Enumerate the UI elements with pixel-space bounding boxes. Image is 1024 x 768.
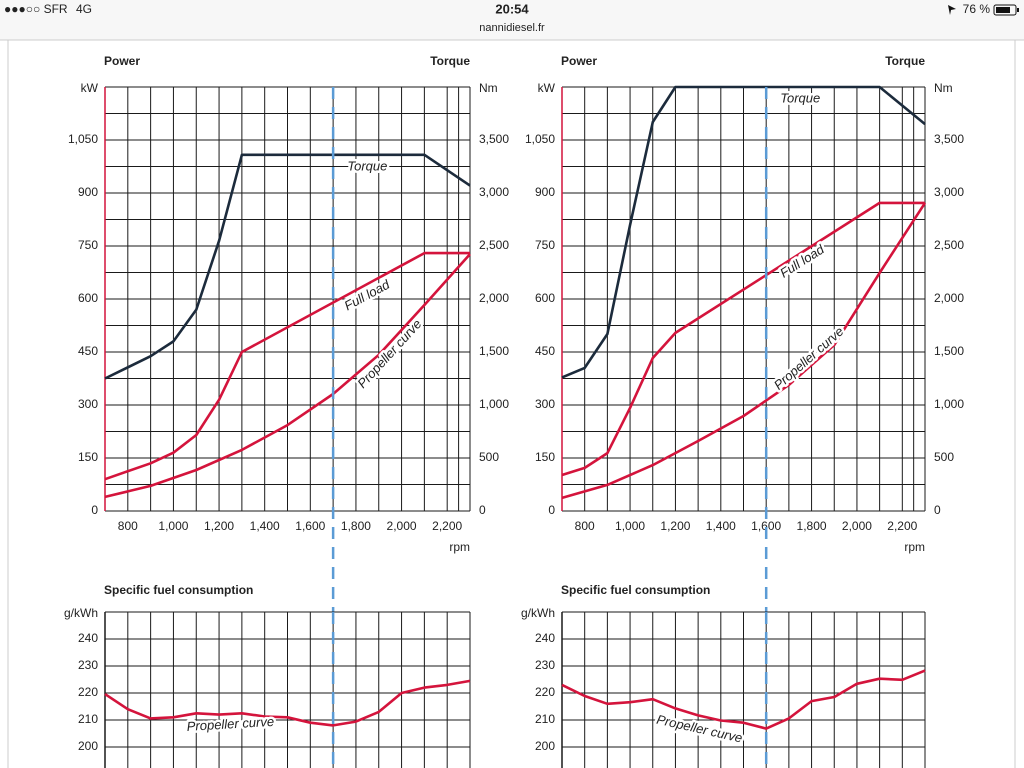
series-label: Torque xyxy=(780,90,820,105)
carrier: ●●●○○ SFR xyxy=(4,2,68,16)
x-tick-label: 1,400 xyxy=(706,519,736,533)
y2-tick-label: 1,000 xyxy=(934,397,964,411)
series-label: Propeller curve xyxy=(354,316,424,391)
y2-tick-label: 3,000 xyxy=(479,185,509,199)
series-label: Full load xyxy=(777,241,827,280)
y2-label: Torque xyxy=(430,54,470,68)
y-unit: kW xyxy=(538,81,556,95)
y-tick-label: 1,050 xyxy=(525,132,555,146)
y-tick-label: 750 xyxy=(535,238,555,252)
y-tick-label: 150 xyxy=(535,450,555,464)
x-tick-label: 2,000 xyxy=(387,519,417,533)
y2-label: Torque xyxy=(885,54,925,68)
y2-tick-label: 2,500 xyxy=(934,238,964,252)
y-unit: g/kWh xyxy=(64,606,98,620)
battery-icon xyxy=(993,4,1017,16)
x-tick-label: 2,000 xyxy=(842,519,872,533)
y-tick-label: 600 xyxy=(535,291,555,305)
y-tick-label: 230 xyxy=(535,658,555,672)
y-tick-label: 200 xyxy=(78,739,98,753)
x-tick-label: 1,200 xyxy=(204,519,234,533)
x-unit: rpm xyxy=(904,540,925,554)
chart-title: Specific fuel consumption xyxy=(104,583,253,597)
y-tick-label: 0 xyxy=(91,503,98,517)
battery-level: 76 % xyxy=(963,2,991,16)
browser-bar xyxy=(0,0,1024,40)
series-line xyxy=(104,679,471,727)
y2-tick-label: 1,500 xyxy=(934,344,964,358)
y2-tick-label: 1,000 xyxy=(479,397,509,411)
x-unit: rpm xyxy=(449,540,470,554)
y-tick-label: 450 xyxy=(535,344,555,358)
x-tick-label: 1,000 xyxy=(615,519,645,533)
chart-title: Power xyxy=(104,54,140,68)
x-tick-label: 2,200 xyxy=(887,519,917,533)
y2-tick-label: 500 xyxy=(934,450,954,464)
x-tick-label: 1,800 xyxy=(341,519,371,533)
url[interactable]: nannidiesel.fr xyxy=(479,22,545,34)
battery-fill xyxy=(996,7,1010,13)
series-line xyxy=(561,201,925,477)
series-line xyxy=(104,153,471,380)
y-tick-label: 220 xyxy=(535,685,555,699)
series-line xyxy=(561,669,926,730)
y-tick-label: 220 xyxy=(78,685,98,699)
x-tick-label: 1,200 xyxy=(660,519,690,533)
x-tick-label: 1,600 xyxy=(751,519,781,533)
x-tick-label: 2,200 xyxy=(432,519,462,533)
y-tick-label: 210 xyxy=(78,712,98,726)
x-tick-label: 800 xyxy=(118,519,138,533)
chart-title: Specific fuel consumption xyxy=(561,583,710,597)
y-tick-label: 0 xyxy=(548,503,555,517)
series-label: Propeller curve xyxy=(186,714,274,734)
y-tick-label: 600 xyxy=(78,291,98,305)
y2-tick-label: 2,000 xyxy=(934,291,964,305)
y-tick-label: 240 xyxy=(78,631,98,645)
x-tick-label: 1,400 xyxy=(250,519,280,533)
y-tick-label: 1,050 xyxy=(68,132,98,146)
y-tick-label: 150 xyxy=(78,450,98,464)
series-line xyxy=(104,251,470,481)
series-label: Propeller curve xyxy=(771,324,847,393)
y-unit: g/kWh xyxy=(521,606,555,620)
y-tick-label: 300 xyxy=(78,397,98,411)
y-tick-label: 900 xyxy=(535,185,555,199)
y-tick-label: 210 xyxy=(535,712,555,726)
clock: 20:54 xyxy=(495,1,529,16)
chart-title: Power xyxy=(561,54,597,68)
y-unit: kW xyxy=(81,81,99,95)
location-icon xyxy=(948,5,956,15)
y-tick-label: 240 xyxy=(535,631,555,645)
y2-unit: Nm xyxy=(479,81,498,95)
y2-tick-label: 3,500 xyxy=(934,132,964,146)
series-line xyxy=(104,253,471,499)
y-tick-label: 230 xyxy=(78,658,98,672)
x-tick-label: 1,600 xyxy=(295,519,325,533)
y2-tick-label: 1,500 xyxy=(479,344,509,358)
y2-tick-label: 0 xyxy=(934,503,941,517)
y-tick-label: 450 xyxy=(78,344,98,358)
y2-tick-label: 500 xyxy=(479,450,499,464)
y2-tick-label: 2,000 xyxy=(479,291,509,305)
series-label: Torque xyxy=(347,158,387,173)
y-tick-label: 900 xyxy=(78,185,98,199)
y2-tick-label: 0 xyxy=(479,503,486,517)
y2-tick-label: 2,500 xyxy=(479,238,509,252)
network: 4G xyxy=(76,2,92,16)
y2-unit: Nm xyxy=(934,81,953,95)
y-tick-label: 750 xyxy=(78,238,98,252)
battery-tip xyxy=(1017,8,1019,12)
y-tick-label: 200 xyxy=(535,739,555,753)
series-line xyxy=(561,85,926,379)
x-tick-label: 1,800 xyxy=(797,519,827,533)
series-line xyxy=(561,202,927,500)
x-tick-label: 1,000 xyxy=(158,519,188,533)
y2-tick-label: 3,500 xyxy=(479,132,509,146)
y2-tick-label: 3,000 xyxy=(934,185,964,199)
x-tick-label: 800 xyxy=(575,519,595,533)
y-tick-label: 300 xyxy=(535,397,555,411)
